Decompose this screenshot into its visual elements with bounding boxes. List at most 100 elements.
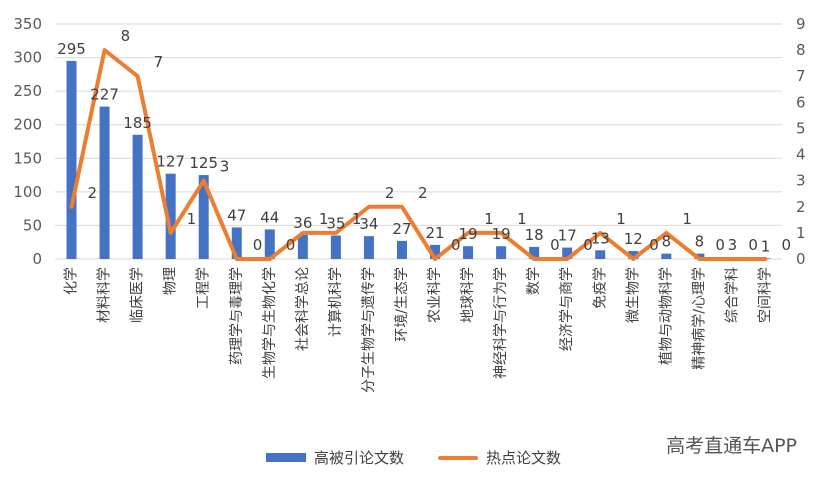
legend: 高被引论文数 热点论文数 xyxy=(0,447,827,468)
y-right-tick-label: 9 xyxy=(796,15,806,33)
bar-data-label: 36 xyxy=(293,214,312,232)
bar-data-label: 8 xyxy=(662,233,672,251)
x-category-label: 空间科学 xyxy=(757,267,773,323)
bar xyxy=(297,234,308,259)
legend-label-line: 热点论文数 xyxy=(486,449,562,467)
bar-data-label: 19 xyxy=(492,225,511,243)
line-data-label: 1 xyxy=(517,210,527,228)
y-right-tick-label: 5 xyxy=(796,119,806,137)
line-data-label: 1 xyxy=(616,210,626,228)
line-data-label: 0 xyxy=(451,236,461,254)
line-data-label: 3 xyxy=(220,158,230,176)
legend-item-bar: 高被引论文数 xyxy=(265,447,404,468)
bar xyxy=(529,246,540,259)
y-left-tick-label: 350 xyxy=(13,15,42,33)
legend-label-bar: 高被引论文数 xyxy=(313,449,404,467)
line-data-label: 1 xyxy=(484,210,494,228)
line-series xyxy=(69,48,768,261)
bar-data-label: 44 xyxy=(260,208,279,226)
bar xyxy=(463,246,474,259)
bar xyxy=(595,250,606,259)
bar-data-label: 18 xyxy=(525,226,544,244)
y-left-tick-label: 250 xyxy=(13,82,42,100)
bar xyxy=(396,240,407,259)
x-category-label: 微生物学 xyxy=(625,267,641,323)
line-data-label: 2 xyxy=(385,184,395,202)
bar xyxy=(661,253,672,259)
bar-data-label: 17 xyxy=(558,227,577,245)
bar-data-label: 8 xyxy=(695,233,705,251)
x-category-label: 临床医学 xyxy=(130,267,146,323)
bar-data-label: 47 xyxy=(227,206,246,224)
bar-data-label: 13 xyxy=(591,229,610,247)
line-data-label: 2 xyxy=(88,184,98,202)
bar xyxy=(132,134,143,259)
bar-data-label: 125 xyxy=(189,154,218,172)
bar xyxy=(66,60,77,259)
y-left-tick-label: 50 xyxy=(23,216,42,234)
x-category-label: 综合学科 xyxy=(724,267,740,323)
bar xyxy=(628,250,639,259)
bar xyxy=(363,236,374,259)
bar-data-label: 35 xyxy=(326,215,345,233)
bar-data-label: 185 xyxy=(123,114,152,132)
y-right-tick-label: 4 xyxy=(796,146,806,164)
x-category-label: 分子生物学与遗传学 xyxy=(361,267,377,393)
x-category-label: 工程学 xyxy=(196,267,212,309)
x-category-label: 植物与动物科学 xyxy=(658,267,674,365)
x-category-label: 神经科学与行为学 xyxy=(493,267,509,379)
y-right-tick-label: 8 xyxy=(796,41,806,59)
y-left-tick-label: 0 xyxy=(32,250,42,268)
x-category-label: 药理学与毒理学 xyxy=(229,267,245,365)
line-data-label: 1 xyxy=(352,210,362,228)
legend-swatch-bar xyxy=(265,453,306,462)
watermark: 高考直通车APP xyxy=(666,435,797,457)
x-category-label: 农业科学 xyxy=(427,267,443,323)
line-data-label: 2 xyxy=(418,184,428,202)
line-data-label: 0 xyxy=(286,236,296,254)
bar-data-label: 21 xyxy=(425,224,444,242)
y-right-tick-label: 6 xyxy=(796,93,806,111)
y-left-tick-label: 150 xyxy=(13,149,42,167)
x-category-label: 地球科学 xyxy=(460,267,476,323)
x-category-label: 计算机科学 xyxy=(328,267,344,337)
line-data-label: 8 xyxy=(121,27,131,45)
y-right-tick-label: 2 xyxy=(796,198,806,216)
line-data-label: 0 xyxy=(253,236,263,254)
bar xyxy=(562,247,573,259)
bar-data-label: 227 xyxy=(90,86,119,104)
bar-data-label: 1 xyxy=(761,237,771,255)
bar xyxy=(165,173,176,259)
legend-swatch-line xyxy=(438,455,478,460)
x-category-label: 化学 xyxy=(64,267,80,295)
line-data-label: 0 xyxy=(583,236,593,254)
bar-data-label: 295 xyxy=(57,40,86,58)
line-data-label: 0 xyxy=(748,236,758,254)
line-data-label: 0 xyxy=(550,236,560,254)
x-category-label: 材料科学 xyxy=(97,267,113,323)
bar-data-label: 127 xyxy=(156,153,185,171)
y-right-tick-label: 0 xyxy=(796,250,806,268)
x-category-label: 经济学与商学 xyxy=(559,267,575,351)
y-left-tick-label: 100 xyxy=(13,183,42,201)
line-data-label: 1 xyxy=(682,210,692,228)
bar-data-label: 34 xyxy=(359,215,378,233)
y-right-tick-label: 7 xyxy=(796,67,806,85)
bar xyxy=(264,229,275,259)
bar-data-label: 19 xyxy=(459,225,478,243)
bar xyxy=(330,235,341,259)
y-right-tick-label: 1 xyxy=(796,224,806,242)
x-category-label: 数学 xyxy=(526,267,542,295)
x-category-label: 精神病学/心理学 xyxy=(691,267,707,370)
x-category-label: 社会科学总论 xyxy=(295,267,311,351)
x-category-label: 免疫学 xyxy=(592,267,608,309)
bar xyxy=(99,106,110,259)
bar-data-label: 3 xyxy=(728,236,738,254)
line-data-label: 0 xyxy=(781,236,791,254)
y-left-tick-label: 300 xyxy=(13,49,42,67)
bar-data-label: 12 xyxy=(624,230,643,248)
line-data-label: 0 xyxy=(715,236,725,254)
line-data-label: 1 xyxy=(319,210,329,228)
bar xyxy=(198,175,209,259)
y-right-tick-label: 3 xyxy=(796,172,806,190)
